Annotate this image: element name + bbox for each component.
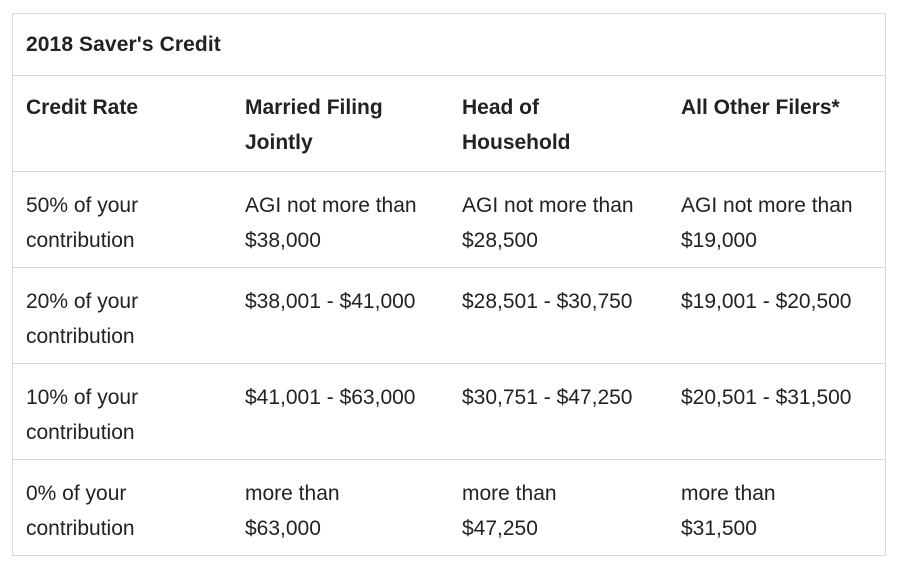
rate-line-1: 0% of your <box>26 482 127 505</box>
other-line-1: more than <box>681 482 776 505</box>
married-cell: $41,001 - $63,000 <box>244 364 462 459</box>
married-cell: AGI not more than $38,000 <box>244 172 462 267</box>
other-cell: more than $31,500 <box>681 460 885 556</box>
other-line-2: $31,500 <box>681 517 757 540</box>
table-row: 50% of your contribution AGI not more th… <box>13 172 885 268</box>
rate-cell: 50% of your contribution <box>13 172 244 267</box>
header-credit-rate-line-1: Credit Rate <box>26 96 139 119</box>
header-married-line-2: Jointly <box>245 131 313 154</box>
head-cell: $30,751 - $47,250 <box>462 364 681 459</box>
table-header-row: Credit Rate Married Filing Jointly Head … <box>13 76 885 172</box>
table-row: 0% of your contribution more than $63,00… <box>13 460 885 556</box>
head-line-1: more than <box>462 482 557 505</box>
other-cell: $20,501 - $31,500 <box>681 364 885 459</box>
married-line-2: $63,000 <box>245 517 321 540</box>
header-head-of-household: Head of Household <box>462 76 681 171</box>
head-cell: more than $47,250 <box>462 460 681 556</box>
married-cell: $38,001 - $41,000 <box>244 268 462 363</box>
other-line-1: $20,501 - $31,500 <box>681 386 852 409</box>
header-head-line-1: Head of <box>462 96 540 119</box>
head-line-2: $28,500 <box>462 229 538 252</box>
header-other-line-1: All Other Filers* <box>681 96 840 119</box>
header-credit-rate: Credit Rate <box>13 76 244 171</box>
table-title: 2018 Saver's Credit <box>13 14 885 76</box>
married-cell: more than $63,000 <box>244 460 462 556</box>
rate-line-2: contribution <box>26 229 135 252</box>
other-cell: AGI not more than $19,000 <box>681 172 885 267</box>
rate-line-1: 50% of your <box>26 194 139 217</box>
other-line-1: $19,001 - $20,500 <box>681 290 852 313</box>
rate-line-2: contribution <box>26 421 135 444</box>
header-married-filing-jointly: Married Filing Jointly <box>244 76 462 171</box>
rate-cell: 0% of your contribution <box>13 460 244 556</box>
rate-cell: 10% of your contribution <box>13 364 244 459</box>
rate-cell: 20% of your contribution <box>13 268 244 363</box>
table-row: 10% of your contribution $41,001 - $63,0… <box>13 364 885 460</box>
other-line-2: $19,000 <box>681 229 757 252</box>
header-all-other-filers: All Other Filers* <box>681 76 885 171</box>
married-line-1: $41,001 - $63,000 <box>245 386 416 409</box>
table-row: 20% of your contribution $38,001 - $41,0… <box>13 268 885 364</box>
head-cell: $28,501 - $30,750 <box>462 268 681 363</box>
other-line-1: AGI not more than <box>681 194 853 217</box>
head-line-1: $30,751 - $47,250 <box>462 386 633 409</box>
married-line-1: more than <box>245 482 340 505</box>
married-line-1: $38,001 - $41,000 <box>245 290 416 313</box>
married-line-1: AGI not more than <box>245 194 417 217</box>
rate-line-1: 20% of your <box>26 290 139 313</box>
header-married-line-1: Married Filing <box>245 96 383 119</box>
rate-line-1: 10% of your <box>26 386 139 409</box>
head-line-1: $28,501 - $30,750 <box>462 290 633 313</box>
header-head-line-2: Household <box>462 131 571 154</box>
head-cell: AGI not more than $28,500 <box>462 172 681 267</box>
head-line-1: AGI not more than <box>462 194 634 217</box>
married-line-2: $38,000 <box>245 229 321 252</box>
other-cell: $19,001 - $20,500 <box>681 268 885 363</box>
head-line-2: $47,250 <box>462 517 538 540</box>
savers-credit-table: 2018 Saver's Credit Credit Rate Married … <box>12 13 886 556</box>
rate-line-2: contribution <box>26 325 135 348</box>
rate-line-2: contribution <box>26 517 135 540</box>
